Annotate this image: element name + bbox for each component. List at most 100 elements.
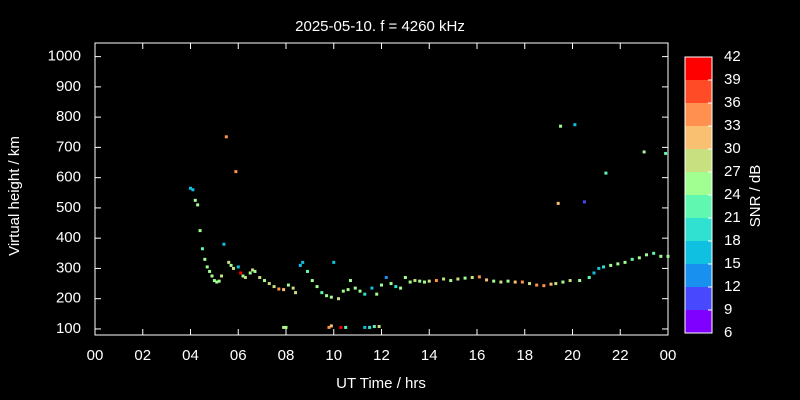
data-point xyxy=(399,286,403,290)
data-point xyxy=(630,257,634,261)
data-point xyxy=(344,325,348,329)
data-point xyxy=(403,276,407,280)
y-tick-label: 200 xyxy=(56,290,81,307)
colorbar-tick-label: 24 xyxy=(724,186,741,203)
colorbar-tick-label: 27 xyxy=(724,163,741,180)
data-point xyxy=(372,325,376,329)
colorbar-band xyxy=(685,241,712,264)
x-tick-label: 00 xyxy=(660,347,677,364)
y-tick-label: 100 xyxy=(56,320,81,337)
data-point xyxy=(339,325,343,329)
data-point xyxy=(573,123,577,127)
data-point xyxy=(554,282,558,286)
data-point xyxy=(513,280,517,284)
x-tick-label: 20 xyxy=(564,347,581,364)
data-point xyxy=(449,279,453,283)
data-point xyxy=(272,285,276,289)
data-point xyxy=(353,286,357,290)
data-point xyxy=(227,260,231,264)
colorbar-tick-label: 6 xyxy=(724,324,732,341)
colorbar-band xyxy=(685,195,712,218)
data-point xyxy=(597,266,601,270)
x-tick-label: 16 xyxy=(469,347,486,364)
data-point xyxy=(470,276,474,280)
data-point xyxy=(239,271,243,275)
data-point xyxy=(222,242,226,246)
data-point xyxy=(623,260,627,264)
data-point xyxy=(231,266,235,270)
data-point xyxy=(427,279,431,283)
data-point xyxy=(212,279,216,283)
x-tick-label: 12 xyxy=(373,347,390,364)
y-tick-label: 800 xyxy=(56,108,81,125)
data-point xyxy=(217,279,221,283)
data-point xyxy=(325,294,329,298)
data-point xyxy=(485,278,489,282)
y-tick-label: 900 xyxy=(56,78,81,95)
data-point xyxy=(284,325,288,329)
data-point xyxy=(277,287,281,291)
data-point xyxy=(528,282,532,286)
colorbar-tick-label: 15 xyxy=(724,255,741,272)
data-point xyxy=(253,269,257,273)
colorbar-tick-label: 9 xyxy=(724,301,732,318)
data-point xyxy=(198,229,202,233)
data-point xyxy=(236,265,240,269)
colorbar-tick-label: 33 xyxy=(724,117,741,134)
data-point xyxy=(666,254,670,258)
data-point xyxy=(418,279,422,283)
data-point xyxy=(298,263,302,267)
data-point xyxy=(224,135,228,139)
data-point xyxy=(229,263,233,267)
data-point xyxy=(652,251,656,255)
data-point xyxy=(442,277,446,281)
data-point xyxy=(389,282,393,286)
data-point xyxy=(659,254,663,258)
data-point xyxy=(592,271,596,275)
data-point xyxy=(282,325,286,329)
y-tick-label: 1000 xyxy=(48,48,81,65)
data-point xyxy=(520,280,524,284)
colorbar-tick-label: 21 xyxy=(724,209,741,226)
plot-frame xyxy=(94,42,669,336)
data-point xyxy=(251,268,255,272)
data-point xyxy=(327,325,331,329)
colorbar-band xyxy=(685,126,712,149)
data-point xyxy=(282,288,286,292)
y-tick-label: 600 xyxy=(56,169,81,186)
data-point xyxy=(189,186,192,190)
data-point xyxy=(305,269,309,273)
data-point xyxy=(243,276,247,280)
data-point xyxy=(241,274,245,278)
data-point xyxy=(542,284,546,288)
data-point xyxy=(568,279,572,283)
colorbar-band xyxy=(685,218,712,241)
x-axis-label: UT Time / hrs xyxy=(336,375,426,392)
chart-title: 2025-05-10. f = 4260 kHz xyxy=(295,18,465,35)
x-tick-label: 04 xyxy=(182,347,199,364)
data-point xyxy=(200,247,204,251)
y-tick-label: 400 xyxy=(56,229,81,246)
colorbar-band xyxy=(685,287,712,310)
data-point xyxy=(341,289,345,293)
data-point xyxy=(408,280,412,284)
data-point xyxy=(434,279,438,283)
x-tick-label: 10 xyxy=(325,347,342,364)
data-point xyxy=(358,289,362,293)
data-point xyxy=(394,285,398,289)
data-point xyxy=(210,274,214,278)
colorbar-tick-label: 36 xyxy=(724,94,741,111)
colorbar-tick-label: 18 xyxy=(724,232,741,249)
x-tick-label: 18 xyxy=(516,347,533,364)
data-point xyxy=(602,265,606,269)
data-point xyxy=(291,286,295,290)
colorbar-tick-label: 12 xyxy=(724,278,741,295)
data-point xyxy=(368,325,372,329)
data-point xyxy=(535,283,539,287)
y-tick-label: 700 xyxy=(56,138,81,155)
colorbar-band xyxy=(685,149,712,172)
data-point xyxy=(375,292,379,296)
data-point xyxy=(363,325,367,329)
data-point xyxy=(363,292,367,296)
